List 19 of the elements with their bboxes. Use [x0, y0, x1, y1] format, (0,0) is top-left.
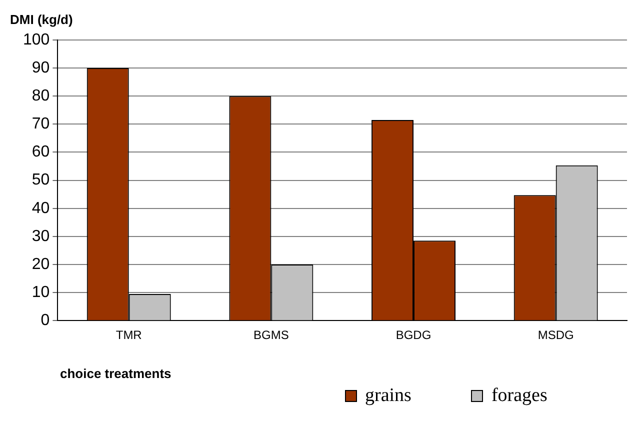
y-tick-label: 100 — [22, 31, 50, 48]
y-tick-label: 60 — [32, 144, 50, 161]
y-tick-label: 20 — [32, 256, 50, 273]
y-tick-label: 50 — [32, 172, 50, 189]
x-tick-label: TMR — [116, 328, 142, 342]
y-tick-label: 40 — [32, 200, 50, 217]
x-tick-label: BGMS — [254, 328, 289, 342]
y-tick-label: 70 — [32, 116, 50, 133]
y-tick-label: 90 — [32, 59, 50, 76]
legend-label: forages — [491, 385, 548, 407]
y-axis-title: DMI (kg/d) — [10, 12, 73, 27]
y-tick-label: 10 — [32, 284, 50, 301]
y-tick-label: 80 — [32, 88, 50, 105]
x-axis-title: choice treatments — [60, 366, 172, 381]
x-tick-label: MSDG — [538, 328, 574, 342]
x-tick-label: BGDG — [396, 328, 432, 342]
y-tick-label: 30 — [32, 228, 50, 245]
legend-label: grains — [365, 385, 412, 407]
y-tick-label: 0 — [40, 312, 50, 330]
